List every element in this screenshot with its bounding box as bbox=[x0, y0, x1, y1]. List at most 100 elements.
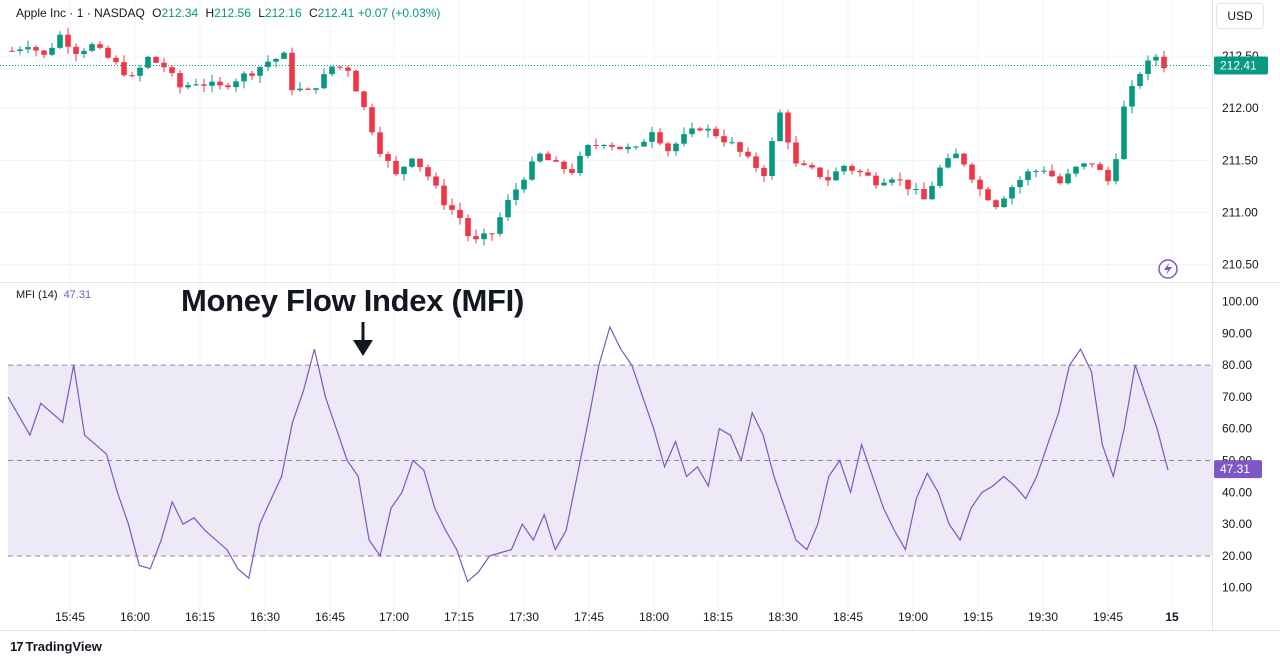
mfi-value-badge bbox=[1214, 460, 1262, 479]
candle-body bbox=[209, 81, 215, 86]
candle-body bbox=[729, 142, 735, 144]
candle-body bbox=[913, 189, 919, 191]
mfi-tick-label: 70.00 bbox=[1222, 390, 1252, 404]
mfi-line bbox=[7, 325, 1169, 583]
low-value: 212.16 bbox=[264, 6, 302, 20]
candle-body bbox=[745, 151, 751, 157]
candle-body bbox=[121, 62, 127, 76]
candle-body bbox=[993, 200, 999, 208]
candle-body bbox=[905, 179, 911, 190]
x-tick-label: 18:30 bbox=[768, 610, 798, 624]
x-tick-label: 17:30 bbox=[509, 610, 539, 624]
candle-body bbox=[257, 66, 263, 76]
mfi-tick-label: 80.00 bbox=[1222, 358, 1252, 372]
candle-body bbox=[1001, 198, 1007, 208]
candle-body bbox=[169, 67, 175, 74]
candle-body bbox=[321, 74, 327, 89]
x-tick-label: 19:00 bbox=[898, 610, 928, 624]
candle-body bbox=[377, 132, 383, 154]
x-tick-label: 19:15 bbox=[963, 610, 993, 624]
candle-body bbox=[297, 88, 303, 91]
x-tick-label: 17:45 bbox=[574, 610, 604, 624]
candle-body bbox=[233, 81, 239, 88]
candle-body bbox=[17, 49, 23, 51]
candle-body bbox=[513, 189, 519, 200]
candle-body bbox=[593, 145, 599, 147]
candle-body bbox=[1145, 60, 1151, 74]
candle-body bbox=[145, 56, 151, 68]
price-tick-label: 211.00 bbox=[1222, 205, 1258, 219]
x-tick-label: 16:00 bbox=[120, 610, 150, 624]
candle-body bbox=[305, 88, 311, 90]
candle-body bbox=[849, 165, 855, 171]
candle-body bbox=[985, 189, 991, 201]
x-tick-label: 16:15 bbox=[185, 610, 215, 624]
candle-body bbox=[689, 128, 695, 135]
x-tick-label: 17:15 bbox=[444, 610, 474, 624]
candle-body bbox=[465, 218, 471, 237]
symbol-legend[interactable]: Apple Inc · 1 · NASDAQ O212.34 H212.56 L… bbox=[16, 6, 441, 20]
candle-body bbox=[401, 166, 407, 175]
mfi-value: 47.31 bbox=[63, 289, 92, 301]
candle-body bbox=[25, 47, 31, 50]
candle-body bbox=[1129, 86, 1135, 107]
candle-body bbox=[961, 153, 967, 165]
candle-body bbox=[1137, 73, 1143, 87]
candle-body bbox=[841, 165, 847, 172]
candle-body bbox=[857, 170, 863, 173]
candle-body bbox=[153, 56, 159, 63]
candle-body bbox=[57, 34, 63, 48]
candle-body bbox=[353, 70, 359, 92]
candle-body bbox=[713, 128, 719, 137]
candle-body bbox=[521, 179, 527, 190]
mfi-value-label: 47.31 bbox=[1220, 462, 1250, 476]
candle-body bbox=[217, 81, 223, 86]
candle-body bbox=[1017, 179, 1023, 188]
candle-body bbox=[225, 85, 231, 88]
candle-body bbox=[73, 46, 79, 55]
x-tick-label: 15 bbox=[1165, 610, 1179, 624]
candle-body bbox=[281, 52, 287, 59]
close-label: C bbox=[308, 6, 318, 20]
candle-body bbox=[537, 153, 543, 162]
candle-body bbox=[881, 182, 887, 186]
open-value: 212.34 bbox=[161, 6, 199, 20]
price-tick-label: 210.50 bbox=[1222, 258, 1259, 272]
tradingview-logo[interactable]: 17 TradingView bbox=[10, 639, 102, 654]
candle-body bbox=[369, 107, 375, 133]
x-tick-label: 15:45 bbox=[55, 610, 85, 624]
mfi-tick-label: 40.00 bbox=[1222, 485, 1252, 499]
candle-body bbox=[1057, 176, 1063, 184]
candle-body bbox=[1105, 169, 1111, 182]
candle-body bbox=[33, 47, 39, 51]
x-tick-label: 18:15 bbox=[703, 610, 733, 624]
candle-body bbox=[529, 161, 535, 180]
candle-body bbox=[617, 146, 623, 150]
currency-button[interactable]: USD bbox=[1216, 3, 1264, 29]
candle-body bbox=[409, 158, 415, 167]
mfi-legend[interactable]: MFI (14) 47.31 bbox=[16, 289, 91, 301]
lightning-icon bbox=[1158, 259, 1178, 279]
candle-body bbox=[273, 58, 279, 62]
candle-body bbox=[337, 66, 343, 68]
candle-body bbox=[1033, 171, 1039, 173]
candle-body bbox=[721, 136, 727, 143]
annotation-arrowhead bbox=[353, 340, 373, 356]
candle-body bbox=[345, 67, 351, 71]
candle-body bbox=[633, 146, 639, 148]
last-price-label: 212.41 bbox=[1220, 58, 1257, 72]
mfi-label: MFI (14) bbox=[16, 289, 58, 301]
candle-body bbox=[385, 153, 391, 161]
candle-body bbox=[105, 47, 111, 58]
candle-body bbox=[9, 50, 15, 52]
candle-body bbox=[761, 167, 767, 176]
price-tick-label: 212.00 bbox=[1222, 101, 1259, 115]
candles bbox=[9, 27, 1167, 246]
mfi-tick-label: 60.00 bbox=[1222, 422, 1252, 436]
candle-body bbox=[641, 141, 647, 147]
candle-body bbox=[625, 146, 631, 150]
candle-body bbox=[393, 160, 399, 175]
candle-body bbox=[825, 177, 831, 181]
candle-body bbox=[97, 44, 103, 48]
